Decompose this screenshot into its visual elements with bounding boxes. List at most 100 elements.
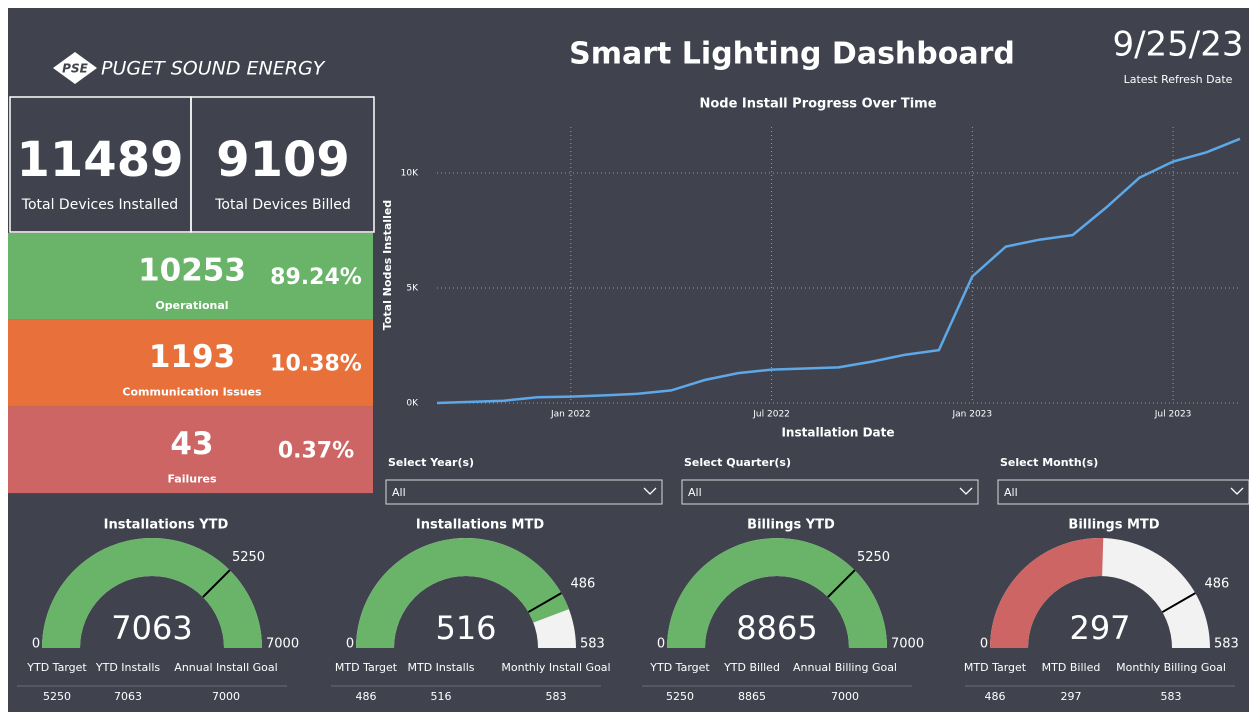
- refresh-caption: Latest Refresh Date: [1124, 73, 1233, 86]
- slicer-label: Select Year(s): [388, 456, 474, 469]
- footer-label: YTD Billed: [723, 661, 780, 674]
- gauge-min-label: 0: [32, 637, 40, 652]
- y-tick-label: 10K: [401, 169, 419, 179]
- gauge-title: Billings YTD: [747, 518, 835, 533]
- gauge-target: [1161, 592, 1196, 613]
- chart-title: Node Install Progress Over Time: [699, 97, 936, 112]
- footer-label: Annual Install Goal: [174, 661, 277, 674]
- slicer-label: Select Quarter(s): [684, 456, 791, 469]
- footer-value: 7000: [831, 690, 859, 703]
- gauge-fill: [667, 538, 887, 648]
- footer-label: Monthly Install Goal: [501, 661, 610, 674]
- dropdown-value: All: [688, 486, 702, 499]
- slicer-label: Select Month(s): [1000, 456, 1098, 469]
- status-label: Failures: [167, 472, 217, 485]
- gauge-min-label: 0: [346, 637, 354, 652]
- dropdown-box: [681, 479, 979, 505]
- kpi-value: 11489: [17, 132, 184, 188]
- line-series: [436, 137, 1241, 405]
- gauge-value: 7063: [111, 609, 192, 647]
- footer-value: 7000: [212, 690, 240, 703]
- status-percent: 0.37%: [278, 438, 354, 463]
- footer-value: 516: [431, 690, 452, 703]
- gauge-target: [527, 592, 562, 613]
- status-value: 10253: [138, 253, 246, 289]
- dropdown[interactable]: All: [681, 479, 979, 505]
- status-label: Operational: [155, 299, 228, 312]
- footer-value: 297: [1061, 690, 1082, 703]
- footer-label: Monthly Billing Goal: [1116, 661, 1226, 674]
- logo-text: PUGET SOUND ENERGY: [101, 58, 326, 80]
- gauge-max-label: 7000: [266, 637, 299, 652]
- gauge-min-label: 0: [657, 637, 665, 652]
- footer-value: 5250: [43, 690, 71, 703]
- gauge-target-label: 486: [570, 577, 595, 592]
- gauge-target: [827, 569, 856, 598]
- chevron: [643, 487, 657, 495]
- chevron: [959, 487, 973, 495]
- gauge-fill: [42, 538, 262, 648]
- status-label: Communication Issues: [122, 386, 262, 399]
- gauge-title: Installations MTD: [416, 518, 544, 533]
- refresh-date: 9/25/23: [1112, 25, 1243, 65]
- gauge-target: [202, 569, 231, 598]
- footer-label: MTD Target: [335, 661, 398, 674]
- logo-mark: PSE: [62, 62, 88, 76]
- dropdown-box: [997, 479, 1249, 505]
- status-row: [8, 233, 373, 320]
- footer-value: 7063: [114, 690, 142, 703]
- gauge-target-label: 5250: [232, 550, 265, 565]
- dropdown[interactable]: All: [385, 479, 663, 505]
- gauge-title: Billings MTD: [1068, 518, 1159, 533]
- x-tick-label: Jul 2023: [1154, 410, 1192, 420]
- gauge-fill: [356, 538, 569, 648]
- gauge-max-label: 583: [580, 637, 605, 652]
- y-tick-label: 5K: [406, 284, 419, 294]
- footer-value: 486: [356, 690, 377, 703]
- footer-value: 5250: [666, 690, 694, 703]
- status-value: 43: [170, 426, 213, 462]
- gauge-target-label: 486: [1204, 577, 1229, 592]
- x-tick-label: Jan 2023: [952, 410, 993, 420]
- footer-value: 486: [985, 690, 1006, 703]
- dropdown-value: All: [392, 486, 406, 499]
- logo-diamond: [53, 52, 97, 84]
- dropdown-value: All: [1004, 486, 1018, 499]
- dropdown-box: [385, 479, 663, 505]
- gauge-target-label: 5250: [857, 550, 890, 565]
- status-percent: 10.38%: [270, 352, 362, 377]
- y-tick-label: 0K: [406, 399, 419, 409]
- content: 11489 Total Devices Installed 9109 Total De…: [8, 97, 1249, 703]
- dropdown[interactable]: All: [997, 479, 1249, 505]
- gauge-value: 8865: [736, 609, 817, 647]
- x-axis-label: Installation Date: [781, 426, 894, 440]
- footer-label: YTD Installs: [95, 661, 161, 674]
- gauge-min-label: 0: [980, 637, 988, 652]
- gauge-title: Installations YTD: [104, 518, 229, 533]
- logo: PSE PUGET SOUND ENERGY: [53, 52, 326, 84]
- footer-label: MTD Billed: [1042, 661, 1101, 674]
- footer-label: YTD Target: [26, 661, 87, 674]
- chevron: [1230, 487, 1244, 495]
- gauge-max-label: 583: [1214, 637, 1239, 652]
- footer-value: 583: [1161, 690, 1182, 703]
- footer-label: MTD Installs: [407, 661, 474, 674]
- status-value: 1193: [149, 339, 235, 375]
- kpi-box: [190, 96, 375, 233]
- kpi-label: Total Devices Billed: [214, 197, 351, 213]
- status-row: [8, 406, 373, 494]
- footer-label: YTD Target: [649, 661, 710, 674]
- footer-value: 8865: [738, 690, 766, 703]
- status-percent: 89.24%: [270, 265, 362, 290]
- gauge-max-label: 7000: [891, 637, 924, 652]
- dashboard-title: Smart Lighting Dashboard: [569, 37, 1015, 72]
- y-axis-label: Total Nodes Installed: [381, 200, 394, 330]
- gauge-value: 297: [1069, 609, 1130, 647]
- footer-label: MTD Target: [964, 661, 1027, 674]
- footer-value: 583: [546, 690, 567, 703]
- gauge-value: 516: [435, 609, 496, 647]
- kpi-label: Total Devices Installed: [21, 197, 178, 213]
- gauge-fill: [990, 537, 1104, 648]
